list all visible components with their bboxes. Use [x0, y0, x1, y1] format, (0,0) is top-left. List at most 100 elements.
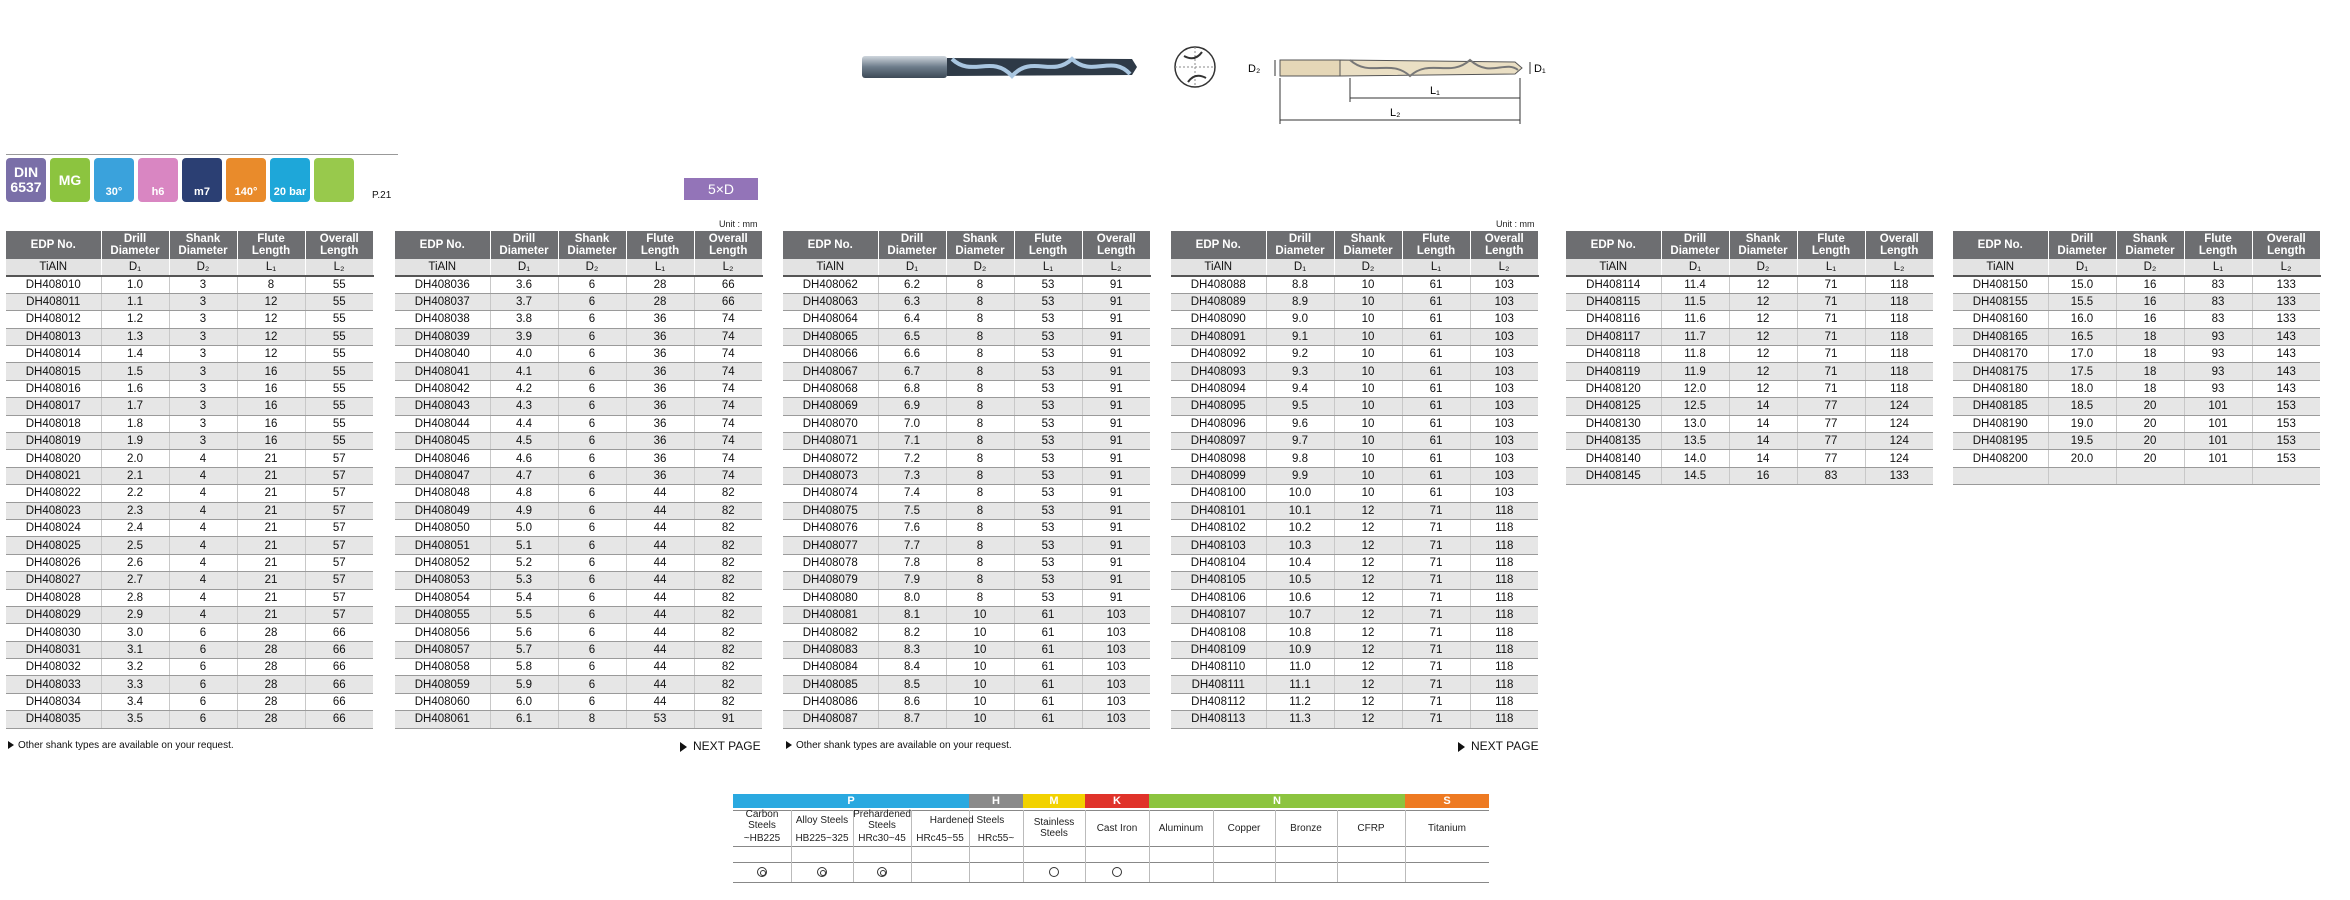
table-cell: DH408087	[783, 710, 879, 729]
table-cell: 57	[305, 606, 373, 625]
table-row: DH408051 5.1 6 44 82	[395, 536, 762, 555]
table-row: DH408111 11.1 12 71 118	[1171, 675, 1538, 694]
table-row: DH408140 14.0 14 77 124	[1566, 449, 1933, 468]
column-subheader: L₂	[1470, 259, 1539, 277]
column-header: Overall Length	[1082, 231, 1150, 259]
table-cell: 36	[626, 415, 695, 434]
table-cell: 7.6	[878, 519, 947, 538]
material-suitability-table: P H M K N S Carbon Steels ~HB225 Alloy Steels HB2…	[733, 794, 1489, 884]
table-cell: 53	[1014, 328, 1083, 347]
table-cell: 8	[946, 328, 1015, 347]
table-row: DH408068 6.8 8 53 91	[783, 380, 1150, 399]
table-cell: 82	[694, 571, 762, 590]
table-cell: 6	[558, 693, 627, 712]
table-cell: 20	[2116, 397, 2185, 416]
next-page-link-right[interactable]: NEXT PAGE	[1458, 739, 1539, 753]
table-cell: 10.0	[1266, 484, 1335, 503]
table-cell: 6	[169, 641, 238, 660]
table-cell: DH408057	[395, 641, 491, 660]
table-cell: 10	[1334, 449, 1403, 468]
table-cell: DH408055	[395, 606, 491, 625]
table-cell: 103	[1082, 675, 1150, 694]
table-row: DH408095 9.5 10 61 103	[1171, 397, 1538, 416]
table-cell: 4	[169, 606, 238, 625]
table-cell: 10	[946, 606, 1015, 625]
table-cell: 103	[1470, 328, 1538, 347]
table-cell: 44	[626, 589, 695, 607]
table-cell: 93	[2184, 362, 2253, 381]
table-row: DH408016 1.6 3 16 55	[6, 380, 373, 399]
table-cell: 2.7	[101, 571, 170, 590]
table-cell: 6	[169, 710, 238, 729]
table-cell: DH408104	[1171, 554, 1267, 573]
table-row: DH408059 5.9 6 44 82	[395, 675, 762, 694]
table-cell: DH408096	[1171, 415, 1267, 434]
table-cell: 3.5	[101, 710, 170, 729]
table-cell: 4.1	[490, 362, 559, 381]
table-cell: 21	[237, 502, 306, 520]
table-cell: 61	[1402, 467, 1471, 486]
table-cell: 44	[626, 519, 695, 538]
table-cell: 74	[694, 432, 762, 451]
table-cell: 53	[1014, 293, 1083, 312]
table-cell: DH408041	[395, 362, 491, 381]
table-cell: 2.2	[101, 484, 170, 503]
table-cell: 6.9	[878, 397, 947, 416]
table-cell: DH408061	[395, 710, 491, 729]
table-cell: 5.6	[490, 623, 559, 642]
table-row: DH408089 8.9 10 61 103	[1171, 293, 1538, 312]
table-cell: 55	[305, 310, 373, 329]
table-row: DH408021 2.1 4 21 57	[6, 467, 373, 486]
table-cell: DH408084	[783, 658, 879, 677]
diameter-tolerance-icon: m7	[182, 158, 222, 202]
table-row: DH408033 3.3 6 28 66	[6, 675, 373, 694]
table-row: DH408085 8.5 10 61 103	[783, 675, 1150, 694]
column-header: EDP No.	[1566, 231, 1662, 259]
table-cell: 118	[1865, 276, 1933, 294]
table-cell: 7.9	[878, 571, 947, 590]
table-cell: 6	[558, 641, 627, 660]
table-cell: DH408135	[1566, 432, 1662, 451]
spec-icons: DIN 6537 MG 30° h6 m7 140° 20 bar	[6, 156, 354, 202]
table-cell: 44	[626, 484, 695, 503]
table-cell: 6	[558, 675, 627, 694]
next-page-link-left[interactable]: NEXT PAGE	[680, 739, 761, 753]
table-cell: 71	[1402, 710, 1471, 729]
suitability-mark	[791, 862, 853, 882]
table-row: DH408025 2.5 4 21 57	[6, 536, 373, 555]
table-cell: 13.0	[1661, 415, 1730, 434]
table-cell: 61	[1402, 449, 1471, 468]
table-cell: 5.4	[490, 589, 559, 607]
table-cell: 53	[1014, 415, 1083, 434]
table-cell: 91	[1082, 345, 1150, 364]
table-divider	[1149, 810, 1150, 882]
table-cell: 2.8	[101, 589, 170, 607]
table-cell: DH408098	[1171, 449, 1267, 468]
page-reference: P.21	[372, 190, 392, 201]
table-cell: DH408160	[1953, 310, 2049, 329]
table-cell: 53	[1014, 536, 1083, 555]
table-cell: 11.8	[1661, 345, 1730, 364]
table-row: DH408063 6.3 8 53 91	[783, 293, 1150, 312]
table-cell: DH408170	[1953, 345, 2049, 364]
table-cell: 3.7	[490, 293, 559, 312]
table-line	[733, 882, 1489, 883]
table-cell: 55	[305, 415, 373, 434]
column-subheader: L₂	[305, 259, 374, 277]
table-cell: 91	[1082, 362, 1150, 381]
suitability-mark	[1085, 862, 1149, 882]
table-cell: DH408140	[1566, 449, 1662, 468]
table-cell: DH408093	[1171, 362, 1267, 381]
column-subheader: L₁	[237, 259, 306, 277]
table-cell: DH408049	[395, 502, 491, 520]
table-cell: 12	[1334, 536, 1403, 555]
table-cell: 5.8	[490, 658, 559, 677]
table-cell: 6	[558, 432, 627, 451]
table-cell: 3	[169, 328, 238, 347]
table-cell: 53	[1014, 310, 1083, 329]
table-cell: 1.4	[101, 345, 170, 364]
table-cell	[2252, 467, 2320, 486]
column-header: Shank Diameter	[558, 231, 627, 259]
table-cell: DH408050	[395, 519, 491, 538]
table-cell: DH408082	[783, 623, 879, 642]
